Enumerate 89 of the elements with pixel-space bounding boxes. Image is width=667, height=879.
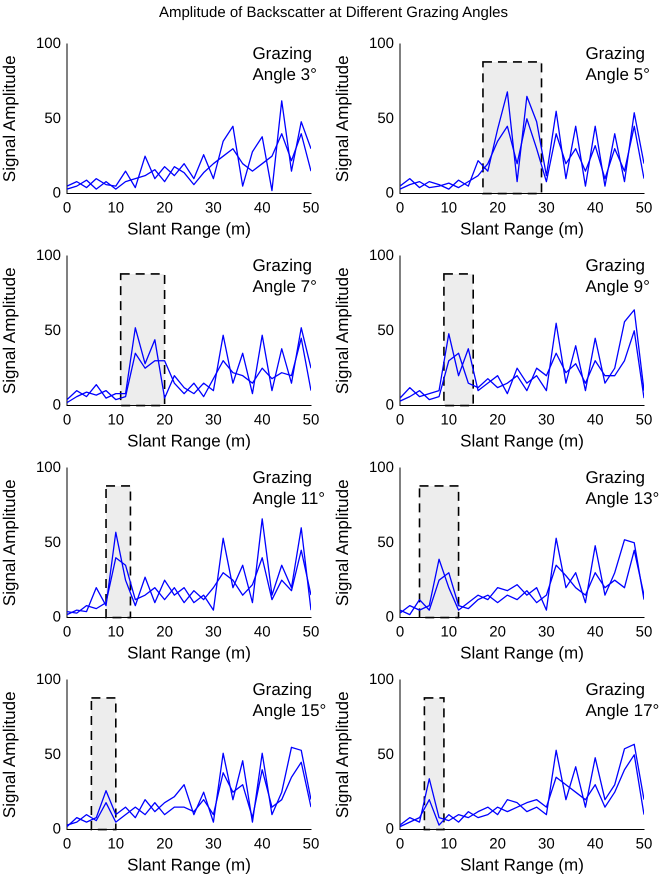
y-tick-label: 0 <box>386 608 394 626</box>
y-tick-label: 0 <box>52 820 61 838</box>
x-tick-label: 10 <box>440 624 458 641</box>
x-tick-label: 50 <box>636 200 652 217</box>
x-axis-title: Slant Range (m) <box>460 431 584 450</box>
chart-title: Amplitude of Backscatter at Different Grazing Angles <box>158 4 510 21</box>
x-tick-label: 30 <box>538 836 555 853</box>
x-tick-label: 30 <box>205 200 222 217</box>
x-tick-label: 10 <box>107 624 124 641</box>
y-axis-title: Signal Amplitude <box>332 479 352 606</box>
x-tick-label: 30 <box>205 836 222 853</box>
y-tick-label: 0 <box>52 184 61 202</box>
x-axis-title: Slant Range (m) <box>460 219 584 238</box>
x-tick-label: 40 <box>586 836 604 853</box>
x-tick-label: 30 <box>538 412 555 429</box>
x-tick-label: 30 <box>205 412 222 429</box>
x-tick-label: 10 <box>107 200 124 217</box>
x-tick-label: 20 <box>489 412 506 429</box>
y-tick-label: 50 <box>44 746 61 763</box>
y-tick-label: 50 <box>44 110 61 127</box>
x-axis-title: Slant Range (m) <box>127 431 251 450</box>
x-tick-label: 40 <box>254 624 271 641</box>
y-axis-title: Signal Amplitude <box>332 267 352 394</box>
y-tick-label: 0 <box>52 608 61 626</box>
x-tick-label: 10 <box>440 836 458 853</box>
y-tick-label: 50 <box>44 322 61 339</box>
x-tick-label: 40 <box>254 200 271 217</box>
y-axis-title: Signal Amplitude <box>332 691 352 818</box>
y-tick-label: 100 <box>36 247 61 264</box>
y-axis-title: Signal Amplitude <box>0 691 19 818</box>
y-tick-label: 0 <box>52 396 61 414</box>
x-tick-label: 30 <box>205 624 222 641</box>
x-tick-label: 40 <box>254 412 271 429</box>
x-tick-label: 50 <box>636 836 652 853</box>
y-axis-title: Signal Amplitude <box>0 267 19 394</box>
y-axis-title: Signal Amplitude <box>0 479 19 606</box>
y-tick-label: 50 <box>377 534 394 551</box>
x-tick-label: 40 <box>254 836 271 853</box>
x-axis-title: Slant Range (m) <box>460 643 584 662</box>
x-tick-label: 40 <box>586 200 604 217</box>
x-axis-title: Slant Range (m) <box>127 855 251 874</box>
annotation: Grazing Angle 9° <box>585 256 650 296</box>
x-tick-label: 50 <box>636 412 652 429</box>
y-tick-label: 100 <box>36 459 61 476</box>
y-tick-label: 100 <box>368 459 394 476</box>
x-tick-label: 40 <box>586 412 604 429</box>
x-tick-label: 50 <box>636 624 652 641</box>
y-tick-label: 100 <box>36 35 61 52</box>
y-tick-label: 0 <box>386 184 394 202</box>
annotation: Grazing Angle 13° <box>585 468 660 508</box>
y-tick-label: 50 <box>377 110 394 127</box>
x-axis-title: Slant Range (m) <box>127 643 251 662</box>
y-tick-label: 100 <box>368 671 394 688</box>
annotation: Grazing Angle 3° <box>252 44 317 84</box>
y-tick-label: 0 <box>386 396 394 414</box>
annotation: Grazing Angle 7° <box>252 256 317 296</box>
y-tick-label: 50 <box>44 534 61 551</box>
x-tick-label: 20 <box>156 836 173 853</box>
x-tick-label: 50 <box>302 412 320 429</box>
x-tick-label: 20 <box>489 624 506 641</box>
x-axis-title: Slant Range (m) <box>127 219 251 238</box>
y-tick-label: 100 <box>368 247 394 264</box>
x-tick-label: 40 <box>586 624 604 641</box>
annotation: Grazing Angle 11° <box>252 468 326 508</box>
x-tick-label: 50 <box>302 624 320 641</box>
x-tick-label: 10 <box>440 412 458 429</box>
x-tick-label: 10 <box>107 836 124 853</box>
annotation: Grazing Angle 5° <box>585 44 650 84</box>
x-tick-label: 20 <box>156 200 173 217</box>
x-axis-title: Slant Range (m) <box>460 855 584 874</box>
x-tick-label: 10 <box>107 412 124 429</box>
x-tick-label: 30 <box>538 200 555 217</box>
y-tick-label: 0 <box>386 820 394 838</box>
x-tick-label: 10 <box>440 200 458 217</box>
annotation: Grazing Angle 17° <box>585 680 660 720</box>
y-tick-label: 50 <box>377 746 394 763</box>
y-axis-title: Signal Amplitude <box>332 55 352 182</box>
x-tick-label: 20 <box>489 200 506 217</box>
x-tick-label: 50 <box>302 200 320 217</box>
y-tick-label: 100 <box>368 35 394 52</box>
x-tick-label: 50 <box>302 836 320 853</box>
x-tick-label: 20 <box>156 624 173 641</box>
y-axis-title: Signal Amplitude <box>0 55 19 182</box>
x-tick-label: 30 <box>538 624 555 641</box>
x-tick-label: 20 <box>489 836 506 853</box>
y-tick-label: 100 <box>36 671 61 688</box>
annotation: Grazing Angle 15° <box>252 680 326 720</box>
y-tick-label: 50 <box>377 322 394 339</box>
x-tick-label: 20 <box>156 412 173 429</box>
